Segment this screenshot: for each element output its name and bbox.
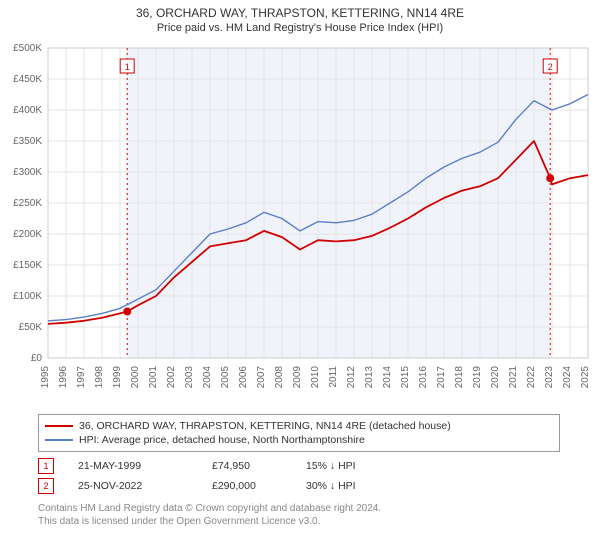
chart-svg: £0 £50K £100K £150K £200K £250K £300K £350K £400… <box>6 44 594 404</box>
chart-area: £0 £50K £100K £150K £200K £250K £300K £350K £400… <box>6 44 594 404</box>
svg-text:2: 2 <box>548 62 553 72</box>
svg-text:£400K: £400K <box>13 105 42 116</box>
transaction-row: 1 21-MAY-1999 £74,950 15% ↓ HPI <box>38 456 560 476</box>
svg-text:2004: 2004 <box>202 366 213 389</box>
transactions-table: 1 21-MAY-1999 £74,950 15% ↓ HPI 2 25-NOV-2022… <box>38 456 560 496</box>
transaction-badge: 2 <box>38 478 54 494</box>
svg-text:2024: 2024 <box>562 366 573 389</box>
legend-row: HPI: Average price, detached house, Nort… <box>45 433 553 447</box>
svg-text:2025: 2025 <box>580 366 591 389</box>
svg-text:2019: 2019 <box>472 366 483 389</box>
svg-text:1999: 1999 <box>112 366 123 389</box>
legend-label: 36, ORCHARD WAY, THRAPSTON, KETTERING, N… <box>79 420 451 432</box>
svg-text:£350K: £350K <box>13 136 42 147</box>
chart-container: 36, ORCHARD WAY, THRAPSTON, KETTERING, N… <box>0 0 600 560</box>
svg-text:2017: 2017 <box>436 366 447 389</box>
svg-text:2001: 2001 <box>148 366 159 389</box>
svg-text:2015: 2015 <box>400 366 411 389</box>
svg-text:2008: 2008 <box>274 366 285 389</box>
chart-subtitle: Price paid vs. HM Land Registry's House … <box>0 22 600 34</box>
transaction-date: 21-MAY-1999 <box>78 460 188 472</box>
svg-text:2010: 2010 <box>310 366 321 389</box>
svg-text:2021: 2021 <box>508 366 519 389</box>
svg-text:2018: 2018 <box>454 366 465 389</box>
footer-line-1: Contains HM Land Registry data © Crown c… <box>38 502 560 515</box>
svg-text:1998: 1998 <box>94 366 105 389</box>
footer-attribution: Contains HM Land Registry data © Crown c… <box>38 502 560 528</box>
svg-text:2013: 2013 <box>364 366 375 389</box>
svg-text:£50K: £50K <box>19 322 43 333</box>
svg-text:£150K: £150K <box>13 260 42 271</box>
svg-text:2016: 2016 <box>418 366 429 389</box>
svg-text:2011: 2011 <box>328 366 339 388</box>
svg-text:£0: £0 <box>31 353 43 364</box>
svg-text:£500K: £500K <box>13 44 42 54</box>
transaction-price: £290,000 <box>212 480 282 492</box>
svg-text:2020: 2020 <box>490 366 501 389</box>
transaction-diff: 30% ↓ HPI <box>306 480 416 492</box>
svg-text:2012: 2012 <box>346 366 357 389</box>
svg-text:2000: 2000 <box>130 366 141 389</box>
svg-text:2005: 2005 <box>220 366 231 389</box>
transaction-price: £74,950 <box>212 460 282 472</box>
svg-text:£300K: £300K <box>13 167 42 178</box>
titles: 36, ORCHARD WAY, THRAPSTON, KETTERING, N… <box>0 0 600 34</box>
legend-label: HPI: Average price, detached house, Nort… <box>79 434 365 446</box>
transaction-date: 25-NOV-2022 <box>78 480 188 492</box>
legend-swatch <box>45 439 73 441</box>
svg-text:1996: 1996 <box>58 366 69 389</box>
svg-text:2003: 2003 <box>184 366 195 389</box>
chart-title: 36, ORCHARD WAY, THRAPSTON, KETTERING, N… <box>0 6 600 20</box>
legend-row: 36, ORCHARD WAY, THRAPSTON, KETTERING, N… <box>45 419 553 433</box>
legend: 36, ORCHARD WAY, THRAPSTON, KETTERING, N… <box>38 414 560 452</box>
svg-text:1: 1 <box>125 62 130 72</box>
svg-text:£450K: £450K <box>13 74 42 85</box>
legend-swatch <box>45 425 73 427</box>
svg-text:£250K: £250K <box>13 198 42 209</box>
svg-text:2014: 2014 <box>382 366 393 389</box>
svg-text:£200K: £200K <box>13 229 42 240</box>
svg-text:2006: 2006 <box>238 366 249 389</box>
transaction-row: 2 25-NOV-2022 £290,000 30% ↓ HPI <box>38 476 560 496</box>
transaction-badge: 1 <box>38 458 54 474</box>
svg-text:1995: 1995 <box>40 366 51 389</box>
svg-text:2023: 2023 <box>544 366 555 389</box>
svg-text:2002: 2002 <box>166 366 177 389</box>
svg-text:2022: 2022 <box>526 366 537 389</box>
transaction-diff: 15% ↓ HPI <box>306 460 416 472</box>
svg-text:2007: 2007 <box>256 366 267 389</box>
footer-line-2: This data is licensed under the Open Gov… <box>38 515 560 528</box>
svg-text:1997: 1997 <box>76 366 87 389</box>
svg-text:£100K: £100K <box>13 291 42 302</box>
svg-text:2009: 2009 <box>292 366 303 389</box>
